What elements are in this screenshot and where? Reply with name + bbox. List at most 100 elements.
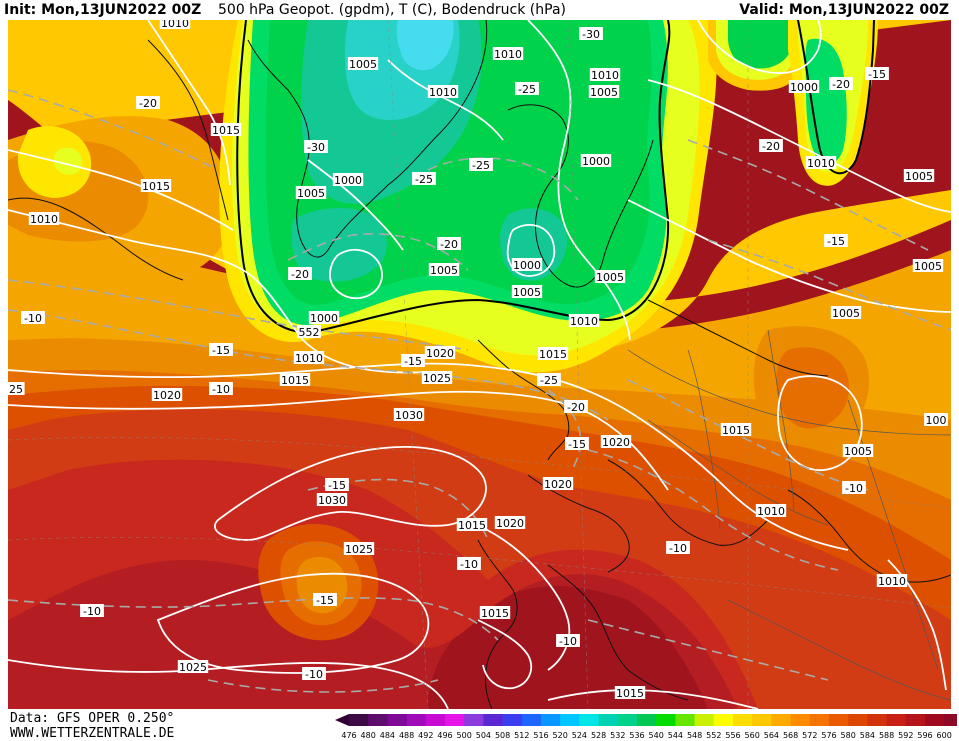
contour-label-box	[788, 80, 820, 93]
colorbar-tick-label: 580	[841, 731, 856, 740]
contour-label: 1010	[429, 86, 457, 99]
colorbar-swatch	[598, 714, 619, 726]
contour-label: -10	[212, 383, 230, 396]
contour-label: 1005	[297, 187, 325, 200]
colorbar-swatch	[387, 714, 408, 726]
colorbar-tick-label: 584	[860, 731, 875, 740]
contour-label-box	[579, 27, 603, 40]
contour-label: -10	[24, 312, 42, 325]
colorbar-tick-label: 512	[514, 731, 529, 740]
contour-label-box	[720, 423, 752, 436]
contour-label-box	[564, 400, 588, 413]
contour-label: -30	[307, 141, 325, 154]
colorbar-tick-label: 520	[553, 731, 568, 740]
contour-label-box	[140, 179, 172, 192]
contour-label-box	[308, 311, 340, 324]
contour-label-box	[332, 173, 364, 186]
contour-label-box	[829, 77, 853, 90]
data-source: Data: GFS OPER 0.250°	[10, 711, 175, 726]
contour-label-box	[313, 593, 337, 606]
contour-label-box	[151, 388, 183, 401]
colorbar-tick-label: 572	[802, 731, 817, 740]
contour-label-box	[515, 82, 539, 95]
contour-label-box	[755, 504, 787, 517]
contour-label-box	[288, 267, 312, 280]
contour-label: -10	[559, 635, 577, 648]
contour-label-box	[537, 347, 569, 360]
contour-label-box	[824, 234, 848, 247]
contour-labels: 1010 1005 1010 -30 1010 1005 1000 -20 -15 -20 1015…	[8, 20, 948, 700]
contour-label-box	[494, 516, 526, 529]
contour-label-box	[666, 541, 690, 554]
contour-label-box	[759, 139, 783, 152]
contour-label: 1010	[30, 213, 58, 226]
contour-label: -20	[762, 140, 780, 153]
contour-label: 1010	[807, 157, 835, 170]
colorbar-swatch	[752, 714, 772, 726]
contour-label: 1005	[349, 58, 377, 71]
contour-label: -15	[404, 355, 422, 368]
weather-map: 1010 1005 1010 -30 1010 1005 1000 -20 -15 -20 1015…	[8, 20, 951, 709]
colorbar-tick-label: 516	[533, 731, 548, 740]
contour-label-box	[912, 259, 944, 272]
contour-label-box	[614, 686, 646, 699]
colorbar-swatch	[483, 714, 504, 726]
colorbar-swatch	[425, 714, 446, 726]
contour-label: 1010	[295, 352, 323, 365]
contour-label: 1005	[430, 264, 458, 277]
contour-label: -15	[827, 235, 845, 248]
contour-label: -15	[328, 479, 346, 492]
colorbar-tick-label: 596	[917, 731, 932, 740]
contour-label: 1005	[513, 286, 541, 299]
lat-lon-grid	[8, 20, 951, 709]
contour-label-box	[903, 169, 935, 182]
colorbar-tick-label: 548	[687, 731, 702, 740]
contour-label: 25	[9, 383, 23, 396]
colorbar-tick-label: 536	[629, 731, 644, 740]
colorbar-swatch	[771, 714, 792, 726]
contour-label-box	[136, 96, 160, 109]
contour-label: -20	[832, 78, 850, 91]
contour-label-box	[542, 477, 574, 490]
colorbar-tick-label: 496	[437, 731, 452, 740]
colorbar-swatch	[675, 714, 696, 726]
contour-label-box	[8, 382, 25, 395]
contour-label-box	[865, 67, 889, 80]
contour-label-box	[830, 306, 862, 319]
contour-label: -20	[291, 268, 309, 281]
colorbar-swatch	[790, 714, 811, 726]
contour-label: 1005	[832, 307, 860, 320]
colorbar-tick-label: 588	[879, 731, 894, 740]
contour-label: -10	[305, 668, 323, 681]
contour-label: -15	[316, 594, 334, 607]
colorbar-tick-label: 600	[937, 731, 952, 740]
contour-label: 1015	[212, 124, 240, 137]
contour-label-box	[428, 263, 460, 276]
contour-label: -30	[582, 28, 600, 41]
contour-label-box	[295, 186, 327, 199]
contour-label-box	[469, 158, 493, 171]
colorbar-tick-label: 544	[668, 731, 683, 740]
contour-label-box	[343, 542, 375, 555]
contour-label-box	[393, 408, 425, 421]
colorbar-swatch	[694, 714, 715, 726]
website-url: WWW.WETTERZENTRALE.DE	[10, 726, 175, 741]
contour-label-box	[210, 123, 242, 136]
colorbar-swatch	[579, 714, 600, 726]
contour-label: 1000	[310, 312, 338, 325]
contour-label-box	[589, 68, 621, 81]
contour-label-box	[347, 57, 379, 70]
colorbar-swatch	[521, 714, 542, 726]
colorbar-tick-label: 564	[764, 731, 779, 740]
contour-label-box	[456, 518, 488, 531]
contour-label-box	[424, 346, 456, 359]
contour-label: -10	[669, 542, 687, 555]
contour-label: 1015	[281, 374, 309, 387]
contour-label: 1020	[602, 436, 630, 449]
contour-label: 1010	[494, 48, 522, 61]
contour-label-box	[28, 212, 60, 225]
contour-label-box	[511, 285, 543, 298]
contour-label-box	[568, 314, 600, 327]
contour-label: 1005	[905, 170, 933, 183]
geopotential-fill	[8, 20, 951, 709]
